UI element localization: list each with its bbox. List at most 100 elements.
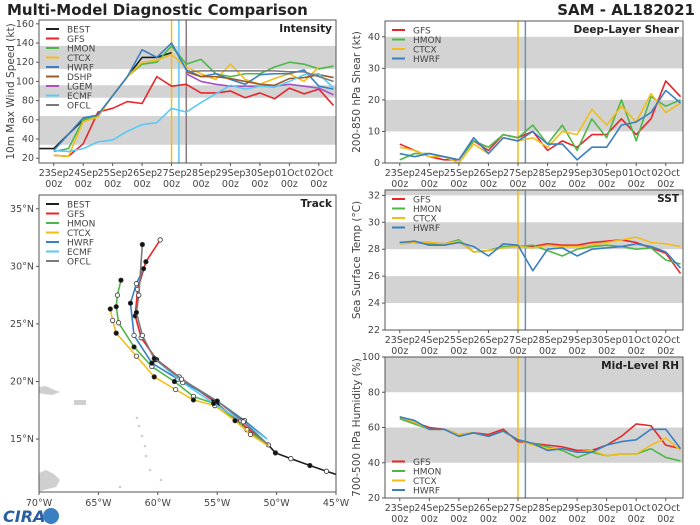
track-marker-hwrf: [133, 281, 140, 287]
track-marker-best: [272, 450, 279, 456]
y-tick-label: 0: [374, 158, 380, 169]
y-tick-label: 40: [368, 32, 380, 43]
legend-label-ctcx: CTCX: [67, 54, 91, 64]
x-tick-label-hour: 00z: [45, 179, 62, 190]
y-tick-label: 22: [368, 325, 380, 336]
y-tick-label: 32: [368, 190, 380, 201]
legend-label-hmon: HMON: [67, 45, 95, 55]
x-tick-label-day: 26Sep: [473, 168, 503, 179]
panel-track: 70°W 65°W 60°W 55°W 50°W 45°W 15°N 20°N 25°N 30°N…: [10, 194, 350, 509]
legend-label-hmon: HMON: [413, 468, 441, 478]
shaded-band: [385, 190, 683, 196]
legend-label-hwrf: HWRF: [67, 239, 94, 249]
panel-title: SST: [657, 193, 680, 205]
x-tick-label-hour: 00z: [450, 346, 467, 357]
x-tick-label-day: 28Sep: [533, 503, 563, 514]
land-island: [135, 416, 139, 420]
x-tick-label-day: 23Sep: [385, 335, 415, 346]
y-tick-label: 60: [22, 115, 34, 126]
x-tick-label-hour: 00z: [391, 179, 408, 190]
x-tick-label-day: 30Sep: [245, 168, 275, 179]
x-tick-label-hour: 00z: [480, 346, 497, 357]
land-island: [140, 434, 144, 438]
legend-label-hwrf: HWRF: [413, 55, 440, 65]
x-tick-label-day: 29Sep: [562, 503, 592, 514]
x-tick-label-hour: 00z: [391, 346, 408, 357]
x-tick-label-day: 24Sep: [68, 168, 98, 179]
x-tick-label-day: 29Sep: [215, 168, 245, 179]
x-tick-label: 60°W: [145, 498, 172, 509]
track-marker-hwrf: [140, 266, 147, 272]
track-marker-ofcl: [240, 419, 246, 425]
x-tick-label-hour: 00z: [628, 514, 645, 525]
x-tick-label-day: 24Sep: [414, 503, 444, 514]
y-tick-label: 100: [362, 352, 380, 363]
track-marker-ctcx: [133, 353, 140, 359]
x-tick-label-hour: 00z: [450, 179, 467, 190]
x-tick-label-day: 27Sep: [503, 168, 533, 179]
x-tick-label-hour: 00z: [598, 514, 615, 525]
x-tick-label-day: 01Oct: [275, 168, 304, 179]
x-tick-label-day: 02Oct: [652, 503, 681, 514]
x-tick-label: 65°W: [85, 498, 112, 509]
y-tick-label: 15°N: [10, 434, 34, 445]
track-marker-ctcx: [113, 330, 119, 336]
cira-globe-icon: [43, 508, 59, 524]
x-tick-label-day: 23Sep: [385, 168, 415, 179]
land-island: [118, 485, 122, 489]
y-tick-label: 20: [368, 95, 380, 106]
panel-sst: 23Sep00z24Sep00z25Sep00z26Sep00z27Sep00z…: [351, 189, 684, 357]
track-marker-best: [307, 462, 313, 469]
shaded-band: [39, 45, 336, 69]
track-marker-hmon: [118, 277, 124, 283]
track-marker-ecmf: [211, 400, 217, 406]
track-marker-hmon: [113, 304, 119, 310]
legend-label-ofcl: OFCL: [67, 258, 91, 268]
shaded-band: [385, 276, 683, 304]
axes-frame: [384, 20, 684, 164]
axes-frame: [38, 194, 337, 493]
track-marker-hwrf: [127, 300, 134, 306]
legend-label-best: BEST: [67, 201, 91, 211]
track-marker-ctcx: [107, 306, 113, 312]
track-marker-ctcx: [247, 431, 254, 438]
x-tick-label-day: 23Sep: [39, 168, 69, 179]
land-island: [143, 444, 147, 448]
series-line-gfs: [134, 239, 269, 446]
x-tick-label-hour: 00z: [598, 179, 615, 190]
legend-label-hmon: HMON: [413, 36, 441, 46]
x-tick-label-day: 28Sep: [186, 168, 216, 179]
y-tick-label: 35°N: [10, 204, 34, 215]
x-tick-label-day: 01Oct: [622, 168, 651, 179]
x-tick-label-hour: 00z: [391, 514, 408, 525]
track-marker-hwrf: [131, 332, 137, 339]
legend-label-dshp: DSHP: [67, 73, 92, 83]
track-marker-hmon: [114, 292, 121, 298]
y-tick-label: 40: [22, 134, 34, 145]
x-tick-label-hour: 00z: [421, 514, 438, 525]
axes-frame: [38, 19, 337, 164]
track-marker-ctcx: [173, 386, 179, 393]
x-tick-label-day: 25Sep: [98, 168, 128, 179]
x-tick-label-day: 25Sep: [444, 168, 474, 179]
y-tick-label: 30: [368, 217, 380, 228]
series-line-hwrf: [53, 42, 334, 152]
figure-title: Multi-Model Diagnostic Comparison: [7, 1, 308, 19]
legend-label-gfs: GFS: [413, 196, 431, 206]
x-tick-label-day: 26Sep: [473, 503, 503, 514]
track-marker-hmon: [115, 320, 122, 326]
x-tick-label-day: 30Sep: [592, 168, 622, 179]
axes-frame: [384, 189, 684, 331]
legend-label-gfs: GFS: [67, 35, 85, 45]
series-line-hwrf: [399, 240, 682, 272]
x-tick-label-hour: 00z: [104, 179, 121, 190]
y-tick-label: 20°N: [10, 376, 34, 387]
legend-label-hwrf: HWRF: [413, 224, 440, 234]
x-tick-label-hour: 00z: [657, 179, 674, 190]
track-marker-ctcx: [232, 418, 238, 424]
panel-title: Mid-Level RH: [601, 360, 679, 372]
y-tick-label: 25°N: [10, 319, 34, 330]
x-tick-label-hour: 00z: [598, 346, 615, 357]
series-line-hwrf: [399, 89, 682, 161]
x-tick-label-day: 30Sep: [592, 503, 622, 514]
